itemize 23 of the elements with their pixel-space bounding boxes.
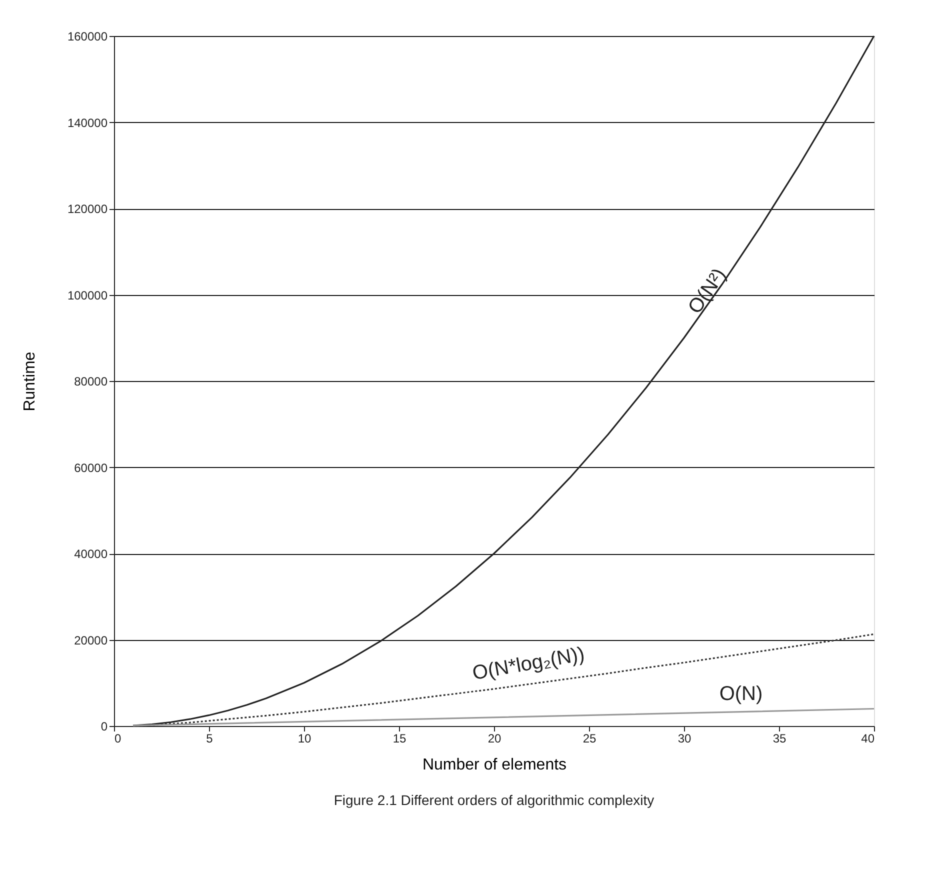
x-tick-label: 15 xyxy=(392,732,406,746)
series-label: O(N) xyxy=(719,682,763,705)
x-tick-label: 35 xyxy=(772,732,786,746)
x-tick-label: 40 xyxy=(861,732,875,746)
x-tick-label: 30 xyxy=(678,732,692,746)
y-tick-label: 160000 xyxy=(67,30,108,44)
y-axis-title: Runtime xyxy=(21,352,38,412)
x-axis-title: Number of elements xyxy=(422,756,567,774)
caption: Figure 2.1 Different orders of algorithmic complexity xyxy=(334,792,654,808)
y-tick-label: 40000 xyxy=(74,547,108,561)
y-tick-label: 20000 xyxy=(74,633,108,648)
y-tick-label: 60000 xyxy=(74,460,108,475)
y-tick-label: 120000 xyxy=(67,202,108,216)
y-tick-label: 80000 xyxy=(74,374,108,388)
y-tick-label: 140000 xyxy=(67,116,108,130)
x-tick-label: 0 xyxy=(114,732,122,746)
text: O(N*log₂(N)) xyxy=(470,643,586,685)
x-tick-label: 10 xyxy=(298,732,312,746)
x-tick-label: 20 xyxy=(488,732,502,746)
x-tick-label: 25 xyxy=(582,732,596,746)
x-tick-label: 5 xyxy=(206,732,214,746)
y-tick-label: 100000 xyxy=(67,288,108,302)
y-tick-label: 0 xyxy=(100,720,108,734)
